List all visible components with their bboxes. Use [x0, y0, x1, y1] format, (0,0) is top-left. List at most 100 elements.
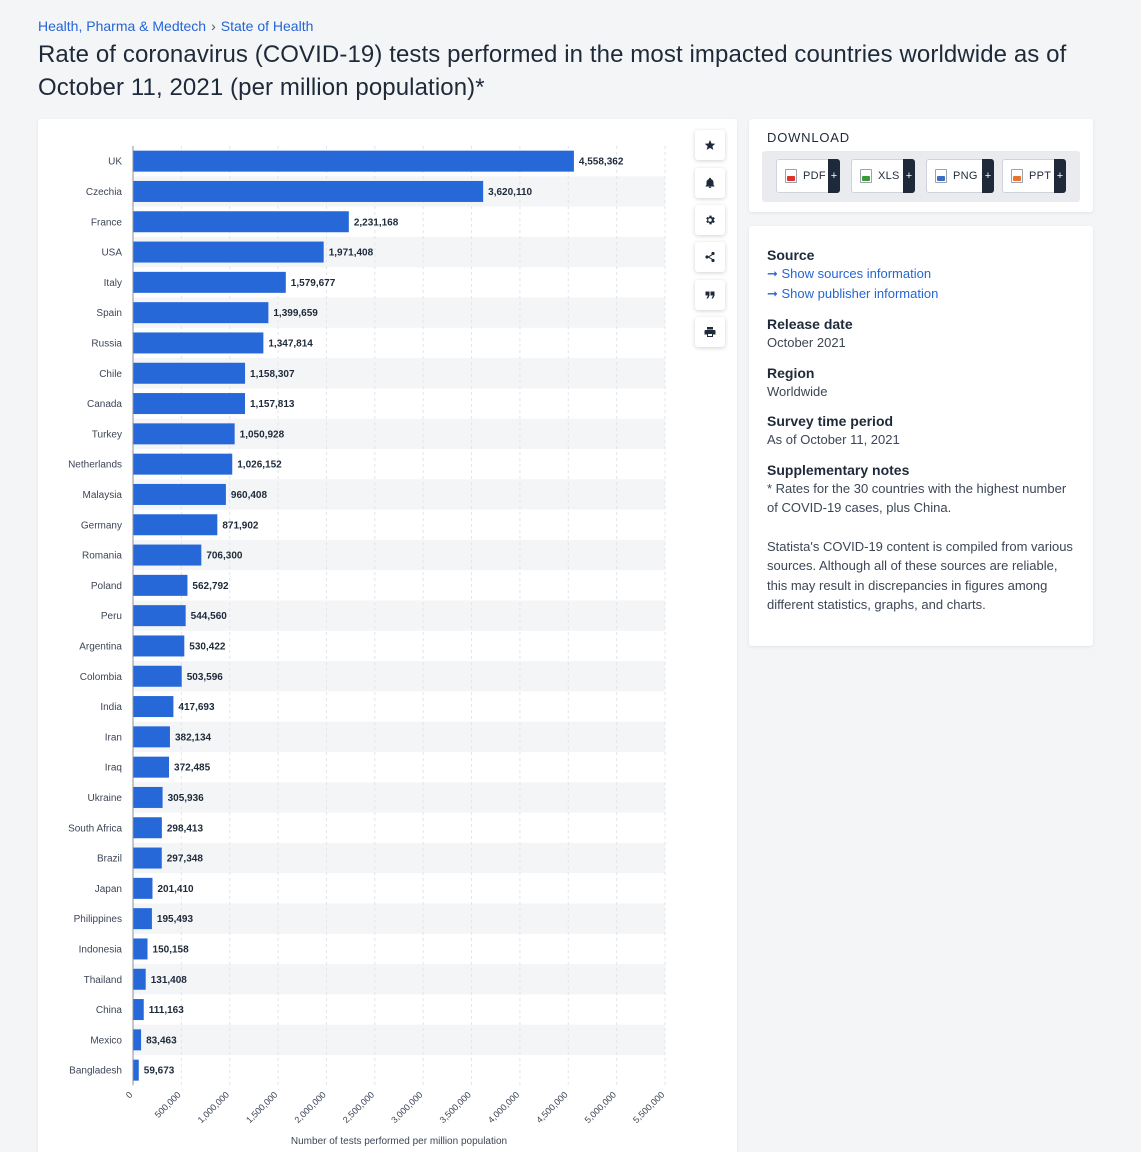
category-label: Philippines [74, 914, 122, 925]
bar [133, 999, 144, 1021]
show-publisher-link[interactable]: ➞ Show publisher information [767, 286, 939, 301]
bar [133, 605, 186, 627]
category-label: Russia [91, 338, 122, 349]
breadcrumb-link-state-of-health[interactable]: State of Health [220, 18, 314, 34]
share-icon [705, 251, 715, 263]
breadcrumb-link-health[interactable]: Health, Pharma & Medtech [38, 18, 207, 34]
category-label: Ukraine [88, 793, 123, 804]
download-xls-button[interactable]: XLS + [851, 159, 915, 193]
value-label: 871,902 [222, 520, 259, 531]
breadcrumb-separator: › [211, 18, 216, 34]
value-label: 1,579,677 [291, 278, 336, 289]
value-label: 83,463 [146, 1035, 177, 1046]
row-stripe [133, 842, 665, 874]
value-label: 530,422 [189, 641, 226, 652]
plus-icon: + [982, 159, 994, 193]
png-file-icon [935, 169, 947, 183]
download-panel: DOWNLOAD PDF + XLS + PNG + PPT + [749, 119, 1093, 212]
category-label: Iran [105, 732, 122, 743]
cite-button[interactable] [695, 280, 725, 310]
value-label: 111,163 [149, 1005, 184, 1016]
row-stripe [133, 539, 665, 571]
bar [133, 635, 185, 657]
row-stripe [133, 782, 665, 813]
bar [133, 332, 264, 354]
value-label: 1,158,307 [250, 369, 295, 380]
settings-button[interactable] [695, 205, 725, 235]
bar [133, 453, 233, 475]
x-tick-label: 4,500,000 [534, 1090, 569, 1125]
chart-card: UK 4,558,362 Czechia 3,620,110 France 2,231,1… [38, 119, 737, 1152]
favorite-button[interactable] [695, 130, 725, 160]
value-label: 382,134 [175, 732, 212, 743]
bar [133, 877, 153, 899]
plus-icon: + [1054, 159, 1066, 193]
row-stripe [133, 964, 665, 995]
download-pdf-button[interactable]: PDF + [776, 159, 840, 193]
category-label: China [96, 1005, 123, 1016]
bar [133, 514, 218, 536]
bar [133, 847, 162, 869]
supplementary-notes-disclaimer: Statista's COVID-19 content is compiled … [767, 538, 1073, 613]
download-buttons: PDF + XLS + PNG + PPT + [762, 151, 1080, 202]
show-sources-link[interactable]: ➞ Show sources information [767, 266, 932, 281]
value-label: 305,936 [168, 793, 205, 804]
bar [133, 938, 148, 960]
bar [133, 786, 163, 808]
value-label: 195,493 [157, 914, 194, 925]
download-png-label: PNG [953, 170, 978, 182]
page-title: Rate of coronavirus (COVID-19) tests per… [38, 41, 1067, 101]
row-stripe [133, 1024, 665, 1055]
gear-icon [706, 215, 715, 225]
x-tick-label: 3,500,000 [438, 1090, 473, 1125]
bar [133, 423, 235, 445]
x-tick-label: 1,500,000 [244, 1090, 279, 1125]
category-label: Canada [87, 399, 122, 410]
row-stripe [133, 600, 665, 631]
bar [133, 483, 226, 505]
x-tick-label: 0 [124, 1090, 135, 1101]
release-date-heading: Release date [767, 316, 853, 332]
bar [133, 817, 162, 839]
bar [133, 211, 349, 233]
category-label: Poland [91, 581, 122, 592]
value-label: 372,485 [174, 763, 211, 774]
bar [133, 544, 202, 566]
x-tick-label: 3,000,000 [389, 1090, 424, 1125]
plus-icon: + [903, 159, 915, 193]
bar [133, 1059, 139, 1081]
download-ppt-button[interactable]: PPT + [1002, 159, 1066, 193]
category-label: Chile [99, 369, 122, 380]
bar [133, 968, 146, 990]
bar [133, 726, 170, 748]
source-heading: Source [767, 247, 815, 263]
download-png-button[interactable]: PNG + [926, 159, 994, 193]
category-label: Iraq [105, 763, 122, 774]
value-label: 297,348 [167, 854, 204, 865]
category-label: Argentina [79, 641, 122, 652]
notification-button[interactable] [695, 168, 725, 198]
bar [133, 241, 324, 263]
region-heading: Region [767, 364, 815, 381]
category-label: Italy [104, 278, 122, 289]
print-button[interactable] [695, 317, 725, 347]
value-label: 544,560 [191, 611, 228, 622]
bar [133, 574, 188, 596]
category-label: UK [108, 157, 122, 168]
x-tick-label: 1,000,000 [196, 1090, 231, 1125]
share-button[interactable] [695, 242, 725, 272]
category-label: USA [101, 248, 122, 259]
value-label: 3,620,110 [488, 187, 532, 198]
bar [133, 908, 152, 930]
category-label: France [91, 217, 123, 228]
download-xls-label: XLS [878, 170, 900, 182]
bell-icon [705, 177, 715, 188]
plus-icon: + [828, 159, 840, 193]
value-label: 1,971,408 [329, 248, 374, 259]
bar [133, 665, 182, 687]
bar [133, 302, 269, 324]
category-label: Bangladesh [69, 1066, 122, 1077]
value-label: 59,673 [144, 1066, 175, 1077]
category-label: Spain [96, 308, 122, 319]
pdf-file-icon [785, 169, 797, 183]
